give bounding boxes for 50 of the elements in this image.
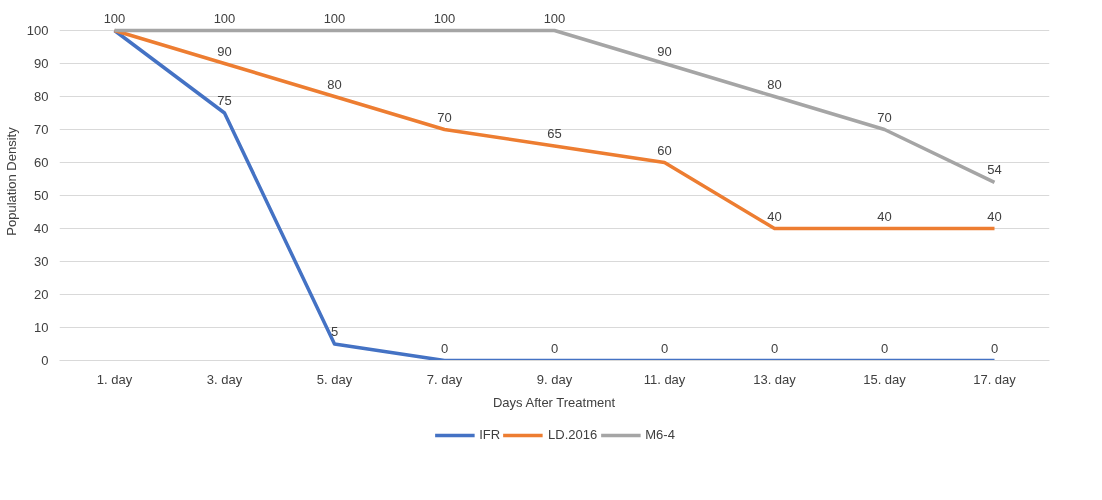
data-label: 100 <box>543 10 566 26</box>
y-tick-label: 60 <box>34 155 49 170</box>
legend-label: LD.2016 <box>548 427 598 442</box>
y-tick-label: 100 <box>26 23 49 38</box>
data-label: 65 <box>547 126 562 141</box>
data-label: 70 <box>877 109 892 125</box>
y-tick-label: 40 <box>34 221 49 236</box>
data-label: 100 <box>433 10 456 26</box>
x-axis-title: Days After Treatment <box>492 394 616 410</box>
y-tick-label: 70 <box>34 122 49 137</box>
y-tick-label: 50 <box>34 188 49 203</box>
x-tick-label: 15. day <box>863 371 907 387</box>
data-label: 0 <box>660 340 669 356</box>
data-label: 40 <box>987 208 1002 224</box>
data-label: 5 <box>330 324 339 339</box>
data-label: 54 <box>987 162 1002 178</box>
data-label: 100 <box>323 10 346 26</box>
data-label: 0 <box>880 340 889 356</box>
data-label: 80 <box>767 76 782 92</box>
x-tick-label: 13. day <box>753 371 797 387</box>
data-label: 40 <box>767 208 782 224</box>
x-tick-label: 7. day <box>426 371 463 387</box>
data-label: 0 <box>770 340 779 356</box>
data-label: 0 <box>550 340 559 356</box>
y-tick-label: 0 <box>41 353 49 368</box>
data-label: 90 <box>217 43 232 59</box>
x-tick-label: 1. day <box>96 371 133 387</box>
data-label: 60 <box>657 142 672 158</box>
data-label: 70 <box>437 109 452 125</box>
y-tick-label: 80 <box>34 89 49 104</box>
y-tick-label: 90 <box>34 56 49 71</box>
data-label: 75 <box>217 93 232 108</box>
x-tick-label: 11. day <box>643 371 686 387</box>
y-tick-label: 30 <box>34 254 49 269</box>
x-tick-label: 3. day <box>206 371 243 387</box>
data-label: 100 <box>103 10 126 26</box>
y-tick-label: 10 <box>34 320 49 335</box>
data-label: 90 <box>657 43 672 59</box>
data-label: 0 <box>990 340 999 356</box>
data-label: 0 <box>440 340 449 356</box>
x-tick-label: 9. day <box>536 371 573 387</box>
data-label: 100 <box>213 10 236 26</box>
data-label: 40 <box>877 208 892 224</box>
legend-label: IFR <box>479 427 501 442</box>
y-tick-label: 20 <box>34 287 49 302</box>
x-tick-label: 17. day <box>973 371 1017 387</box>
y-axis-title: Population Density <box>3 126 19 236</box>
legend-label: M6-4 <box>645 427 675 442</box>
x-tick-label: 5. day <box>316 371 353 387</box>
data-label: 80 <box>327 76 342 92</box>
